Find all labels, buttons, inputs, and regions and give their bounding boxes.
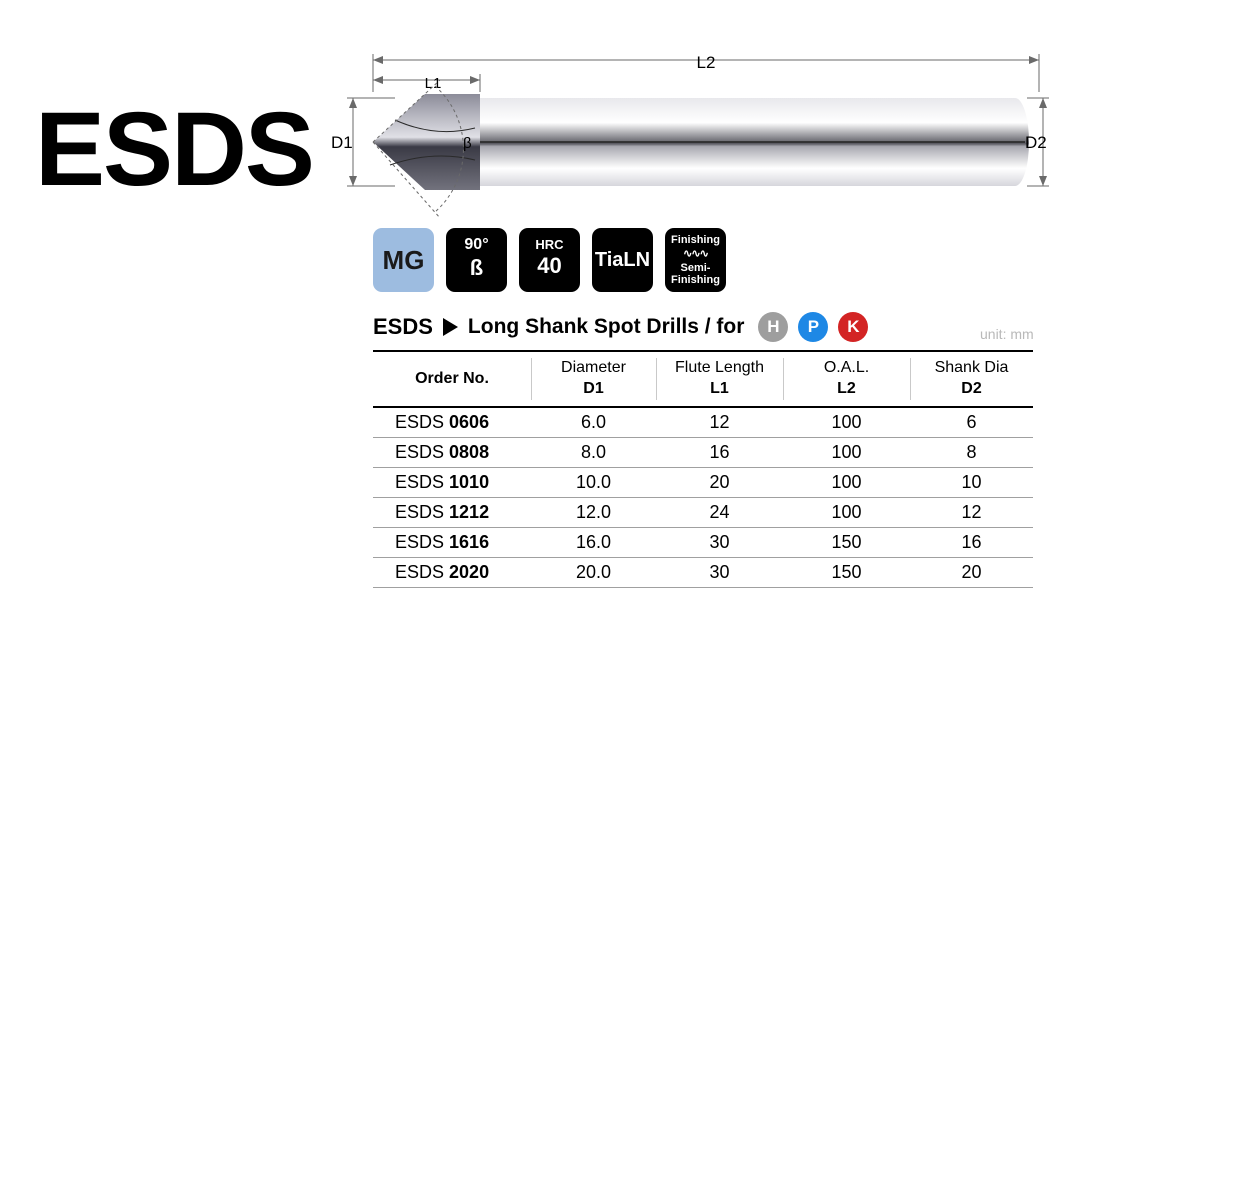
td-d1: 10.0 — [531, 472, 656, 493]
table-row: ESDS 06066.0121006 — [373, 408, 1033, 438]
td-order: ESDS 0606 — [373, 412, 531, 433]
dim-beta: β — [463, 135, 472, 152]
material-circle-k: K — [838, 312, 868, 342]
material-circles: HPK — [758, 312, 868, 342]
td-l2: 150 — [783, 532, 910, 553]
td-d1: 8.0 — [531, 442, 656, 463]
badge-hrc-bot: 40 — [537, 251, 561, 282]
td-d1: 12.0 — [531, 502, 656, 523]
td-l1: 12 — [656, 412, 783, 433]
badge-tialn-text: TiaLN — [595, 249, 650, 272]
table-row: ESDS 121212.02410012 — [373, 498, 1033, 528]
badge-angle-bot: ß — [470, 253, 483, 284]
td-l1: 20 — [656, 472, 783, 493]
dim-l1: L1 — [425, 75, 442, 92]
td-l2: 100 — [783, 442, 910, 463]
badge-mg: MG — [373, 228, 434, 292]
td-d2: 12 — [910, 502, 1033, 523]
table-row: ESDS 101010.02010010 — [373, 468, 1033, 498]
th-d2: Shank Dia D2 — [910, 352, 1033, 406]
td-d1: 20.0 — [531, 562, 656, 583]
th-d1: Diameter D1 — [531, 352, 656, 406]
table-row: ESDS 202020.03015020 — [373, 558, 1033, 588]
badge-angle: 90° ß — [446, 228, 507, 292]
material-circle-h: H — [758, 312, 788, 342]
dim-d2: D2 — [1025, 133, 1047, 152]
td-d2: 8 — [910, 442, 1033, 463]
td-l2: 100 — [783, 412, 910, 433]
badge-finishing: Finishing ∿∿∿ Semi- Finishing — [665, 228, 726, 292]
unit-label: unit: mm — [980, 326, 1034, 342]
tool-diagram: L2 L1 D1 D2 β — [325, 50, 1050, 225]
spec-table: Order No. Diameter D1 Flute Length L1 O.… — [373, 350, 1033, 588]
th-l1: Flute Length L1 — [656, 352, 783, 406]
td-order: ESDS 1616 — [373, 532, 531, 553]
td-order: ESDS 0808 — [373, 442, 531, 463]
badge-angle-top: 90° — [464, 237, 488, 253]
product-logo: ESDS — [35, 90, 313, 210]
title-description: Long Shank Spot Drills / for — [468, 315, 745, 339]
td-l1: 16 — [656, 442, 783, 463]
td-d2: 20 — [910, 562, 1033, 583]
th-l2: O.A.L. L2 — [783, 352, 910, 406]
td-d2: 10 — [910, 472, 1033, 493]
td-d2: 6 — [910, 412, 1033, 433]
dim-l2: L2 — [697, 53, 716, 72]
badge-hrc: HRC 40 — [519, 228, 580, 292]
td-l2: 100 — [783, 472, 910, 493]
td-order: ESDS 1010 — [373, 472, 531, 493]
badge-fin-bot1: Semi- — [681, 262, 711, 274]
th-order: Order No. — [373, 352, 531, 406]
badge-hrc-top: HRC — [535, 238, 563, 251]
material-circle-p: P — [798, 312, 828, 342]
product-title-row: ESDS Long Shank Spot Drills / for HPK — [373, 312, 1033, 342]
title-product: ESDS — [373, 314, 433, 340]
dim-d1: D1 — [331, 133, 353, 152]
triangle-icon — [443, 318, 458, 336]
spec-badges: MG 90° ß HRC 40 TiaLN Finishing ∿∿∿ Semi… — [373, 228, 726, 292]
td-l2: 150 — [783, 562, 910, 583]
badge-fin-top: Finishing — [671, 234, 720, 246]
badge-fin-bot2: Finishing — [671, 274, 720, 286]
table-row: ESDS 161616.03015016 — [373, 528, 1033, 558]
td-l1: 24 — [656, 502, 783, 523]
td-d1: 16.0 — [531, 532, 656, 553]
td-order: ESDS 1212 — [373, 502, 531, 523]
td-l2: 100 — [783, 502, 910, 523]
table-body: ESDS 06066.0121006ESDS 08088.0161008ESDS… — [373, 408, 1033, 588]
badge-tialn: TiaLN — [592, 228, 653, 292]
td-d1: 6.0 — [531, 412, 656, 433]
table-header: Order No. Diameter D1 Flute Length L1 O.… — [373, 350, 1033, 408]
zigzag-icon: ∿∿∿ — [683, 246, 708, 262]
td-l1: 30 — [656, 562, 783, 583]
td-l1: 30 — [656, 532, 783, 553]
table-row: ESDS 08088.0161008 — [373, 438, 1033, 468]
td-order: ESDS 2020 — [373, 562, 531, 583]
td-d2: 16 — [910, 532, 1033, 553]
